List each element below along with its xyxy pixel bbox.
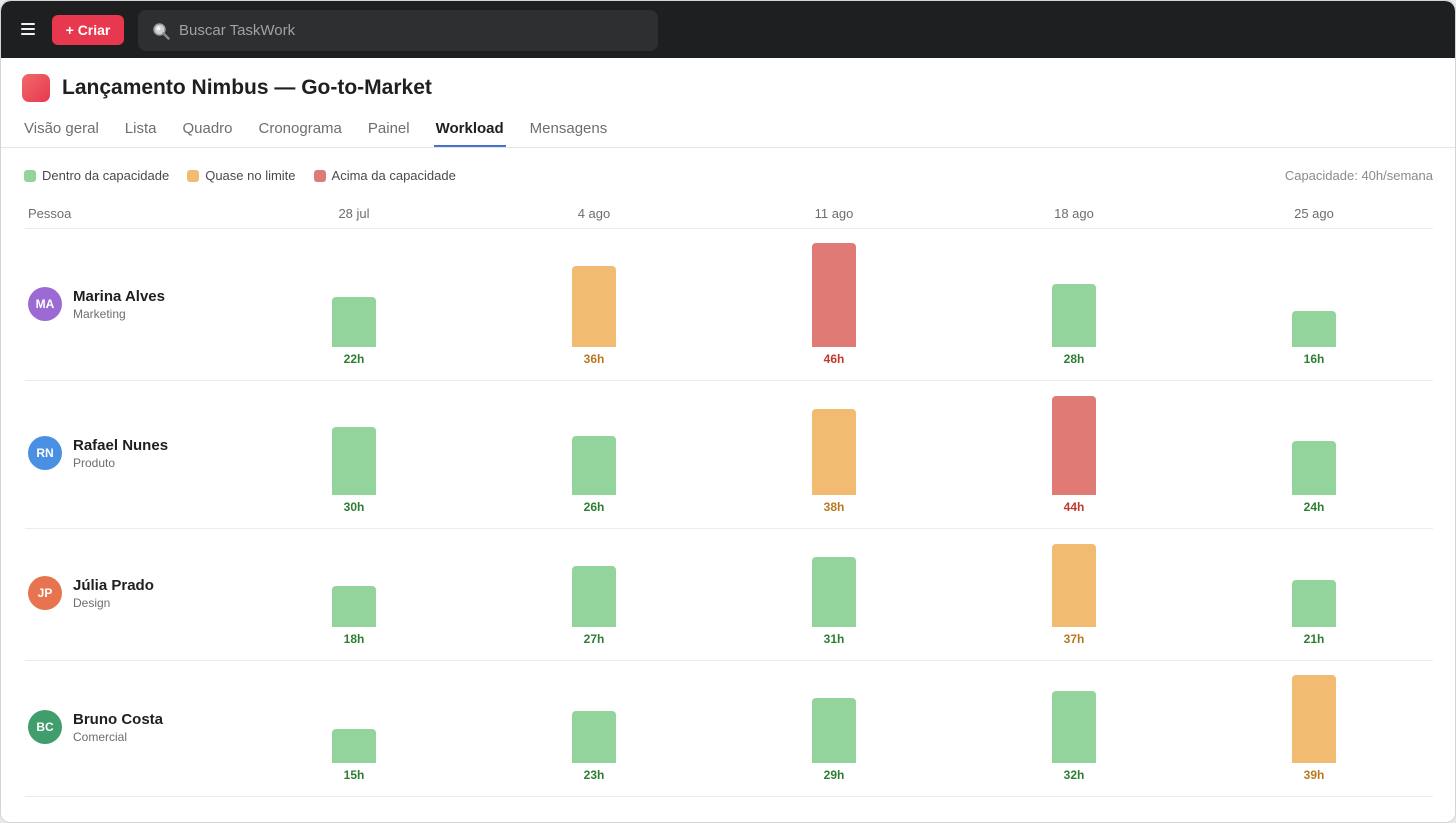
project-color-icon — [22, 74, 50, 102]
person-role: Comercial — [73, 730, 128, 744]
person-column-header: Pessoa — [28, 206, 72, 221]
legend-label: Quase no limite — [205, 168, 296, 183]
avatar: MA — [28, 287, 62, 321]
workload-bar[interactable] — [812, 698, 856, 763]
person-name: Júlia Prado — [73, 577, 154, 594]
bar-value-label: 15h — [343, 768, 365, 782]
tab-workload[interactable]: Workload — [433, 118, 506, 148]
week-header: 28 jul — [338, 206, 370, 221]
workload-bar[interactable] — [812, 243, 856, 347]
tab-painel[interactable]: Painel — [367, 120, 410, 137]
bar-value-label: 39h — [1303, 768, 1325, 782]
grid-header: Pessoa 28 jul 4 ago 11 ago 18 ago 25 ago — [25, 197, 1433, 229]
hamburger-menu-icon[interactable] — [21, 23, 35, 35]
legend-item-near: Quase no limite — [187, 168, 296, 183]
tab-visão-geral[interactable]: Visão geral — [24, 120, 99, 137]
bar-value-label: 46h — [823, 352, 845, 366]
tab-lista[interactable]: Lista — [124, 120, 157, 137]
workload-bar[interactable] — [1052, 544, 1096, 627]
workload-legend: Dentro da capacidade Quase no limite Acima… — [24, 168, 474, 183]
person-role: Design — [73, 596, 111, 610]
workload-bar[interactable] — [332, 427, 376, 495]
bar-value-label: 36h — [583, 352, 605, 366]
bar-value-label: 37h — [1063, 632, 1085, 646]
tab-mensagens[interactable]: Mensagens — [529, 120, 608, 137]
workload-bar[interactable] — [1052, 284, 1096, 347]
person-name: Bruno Costa — [73, 711, 163, 728]
workload-bar[interactable] — [332, 297, 376, 347]
bar-value-label: 22h — [343, 352, 365, 366]
bar-value-label: 30h — [343, 500, 365, 514]
week-header: 4 ago — [577, 206, 611, 221]
person-name: Marina Alves — [73, 288, 165, 305]
avatar: RN — [28, 436, 62, 470]
bar-value-label: 29h — [823, 768, 845, 782]
legend-label: Acima da capacidade — [331, 168, 456, 183]
legend-swatch-over — [313, 169, 326, 182]
bar-value-label: 38h — [823, 500, 845, 514]
legend-item-ok: Dentro da capacidade — [24, 168, 169, 183]
bar-value-label: 23h — [583, 768, 605, 782]
magnifier-icon — [153, 23, 170, 40]
search-input[interactable] — [179, 10, 639, 51]
bar-value-label: 21h — [1303, 632, 1325, 646]
person-row: RN Rafael Nunes Produto 30h 26h 38h 44h 24h — [25, 381, 1433, 529]
bar-value-label: 26h — [583, 500, 605, 514]
workload-bar[interactable] — [572, 566, 616, 627]
bar-value-label: 31h — [823, 632, 845, 646]
bar-value-label: 32h — [1063, 768, 1085, 782]
person-name: Rafael Nunes — [73, 437, 169, 454]
workload-bar[interactable] — [812, 409, 856, 495]
legend-swatch-near — [187, 169, 200, 182]
legend-label: Dentro da capacidade — [42, 168, 170, 183]
avatar: BC — [28, 710, 62, 744]
week-header: 11 ago — [814, 206, 854, 221]
person-row: BC Bruno Costa Comercial 15h 23h 29h 32h 39h — [25, 661, 1433, 797]
workload-bar[interactable] — [572, 436, 616, 495]
avatar: JP — [28, 576, 62, 610]
person-row: JP Júlia Prado Design 18h 27h 31h 37h 21h — [25, 529, 1433, 661]
workload-bar[interactable] — [1292, 675, 1336, 763]
person-role: Produto — [73, 456, 116, 470]
bar-value-label: 24h — [1303, 500, 1325, 514]
workload-bar[interactable] — [572, 711, 616, 763]
bar-value-label: 18h — [343, 632, 365, 646]
tab-divider — [1, 147, 1455, 148]
search-bar[interactable] — [138, 10, 658, 51]
create-button[interactable]: + Criar — [52, 15, 124, 45]
bar-value-label: 16h — [1303, 352, 1325, 366]
week-header: 18 ago — [1054, 206, 1094, 221]
workload-bar[interactable] — [332, 729, 376, 763]
workload-bar[interactable] — [1292, 580, 1336, 627]
person-row: MA Marina Alves Marketing 22h 36h 46h 28h 16h — [25, 230, 1433, 381]
top-bar: + Criar — [1, 1, 1455, 58]
workload-bar[interactable] — [1292, 311, 1336, 347]
bar-value-label: 44h — [1063, 500, 1085, 514]
workload-bar[interactable] — [572, 266, 616, 347]
page-title: Lançamento Nimbus — Go-to-Market — [62, 76, 432, 99]
week-header: 25 ago — [1294, 206, 1334, 221]
workload-bar[interactable] — [1292, 441, 1336, 495]
workload-bar[interactable] — [812, 557, 856, 627]
bar-value-label: 28h — [1063, 352, 1085, 366]
capacity-note: Capacidade: 40h/semana — [1284, 168, 1433, 183]
legend-swatch-ok — [24, 169, 36, 182]
workload-bar[interactable] — [1052, 691, 1096, 763]
person-role: Marketing — [73, 307, 126, 321]
bar-value-label: 27h — [583, 632, 605, 646]
tab-quadro[interactable]: Quadro — [182, 120, 233, 137]
legend-item-over: Acima da capacidade — [313, 168, 456, 183]
tab-cronograma[interactable]: Cronograma — [258, 120, 342, 137]
workload-bar[interactable] — [1052, 396, 1096, 495]
project-tabs: Visão geral Lista Quadro Cronograma Painel Wo… — [24, 118, 633, 148]
workload-bar[interactable] — [332, 586, 376, 627]
